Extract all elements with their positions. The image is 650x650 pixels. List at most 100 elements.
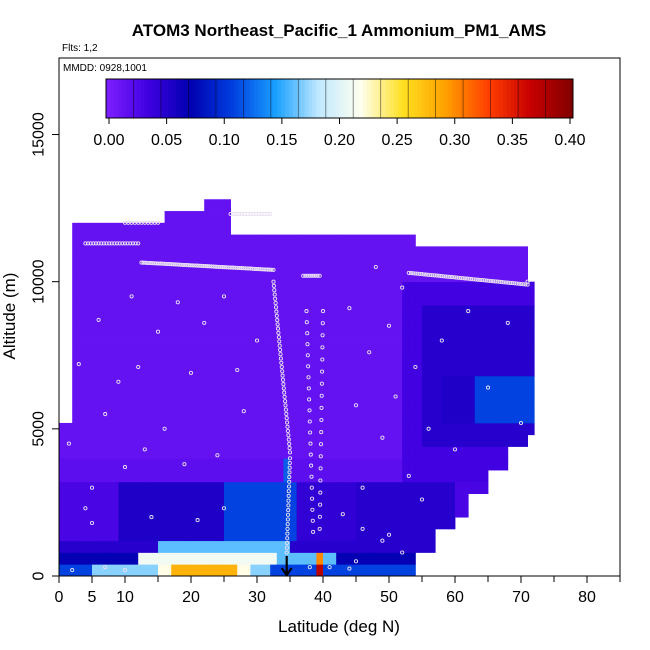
heatmap-cell <box>408 375 416 389</box>
colorbar-segment <box>277 79 282 118</box>
flight-point <box>192 263 197 268</box>
heatmap-cell <box>250 505 258 518</box>
heatmap-cell <box>138 269 146 283</box>
heatmap-cell <box>151 446 159 459</box>
heatmap-cell <box>131 517 139 530</box>
heatmap-cell <box>481 434 489 447</box>
flight-point <box>439 274 444 279</box>
heatmap-cell <box>78 505 86 518</box>
x-axis: 0 5 10 20 30 40 50 60 70 80 <box>55 576 621 606</box>
heatmap-cell <box>474 269 482 283</box>
heatmap-cell <box>468 352 476 365</box>
heatmap-cell <box>422 493 429 506</box>
heatmap-cell <box>501 446 509 459</box>
heatmap-cell <box>342 352 350 365</box>
heatmap-cell <box>435 352 443 365</box>
heatmap-cell <box>309 234 317 247</box>
heatmap-cell <box>276 234 284 247</box>
heatmap-cell <box>283 246 291 259</box>
heatmap-cell <box>527 281 535 294</box>
colorbar-segment <box>164 79 169 118</box>
colorbar-segment <box>211 79 216 118</box>
heatmap-cell <box>375 258 383 271</box>
heatmap-cell <box>329 411 337 424</box>
heatmap-cell <box>184 375 192 389</box>
heatmap-cell <box>177 422 185 436</box>
heatmap-cell <box>329 434 337 447</box>
flight-point <box>207 264 212 269</box>
heatmap-cell <box>210 211 218 224</box>
heatmap-cell <box>349 328 357 341</box>
heatmap-cell <box>125 258 132 271</box>
colorbar-segment <box>234 79 239 118</box>
heatmap-cell <box>204 481 212 494</box>
heatmap-cell <box>441 470 449 483</box>
heatmap-cell <box>144 352 152 365</box>
heatmap-cell <box>501 458 509 471</box>
heatmap-cell <box>171 317 179 330</box>
heatmap-cell <box>389 422 396 436</box>
heatmap-cell <box>144 328 152 341</box>
flight-point <box>133 241 138 246</box>
heatmap-cell <box>125 493 132 506</box>
heatmap-cell <box>210 352 218 365</box>
heatmap-cell <box>92 293 99 306</box>
heatmap-cell <box>59 481 66 494</box>
heatmap-cell <box>85 375 93 389</box>
flight-point <box>152 261 157 266</box>
heatmap-cell <box>151 434 159 447</box>
heatmap-cell <box>105 317 113 330</box>
heatmap-cell <box>316 234 324 247</box>
heatmap-cell <box>184 528 192 542</box>
flight-point <box>347 306 352 311</box>
heatmap-cell <box>72 305 80 318</box>
heatmap-cell <box>461 340 469 353</box>
heatmap-cell <box>250 517 258 530</box>
heatmap-cell <box>171 364 179 377</box>
heatmap-cell <box>375 246 383 259</box>
heatmap-cell <box>151 540 159 553</box>
heatmap-cell <box>243 422 251 436</box>
heatmap-cell <box>243 246 251 259</box>
heatmap-cell <box>356 446 363 459</box>
heatmap-cell <box>514 375 522 389</box>
heatmap-cell <box>158 564 165 576</box>
heatmap-cell <box>184 399 192 412</box>
flight-point <box>449 275 455 280</box>
heatmap-cell <box>151 246 159 259</box>
heatmap-cell <box>98 505 106 518</box>
flight-point <box>408 271 414 276</box>
flight-point <box>485 385 491 390</box>
heatmap-cell <box>92 399 99 412</box>
heatmap-cell <box>455 258 462 271</box>
heatmap-cell <box>276 411 284 424</box>
heatmap-cell <box>164 481 172 494</box>
heatmap-cell <box>402 305 410 318</box>
flight-point <box>426 426 431 431</box>
heatmap-cell <box>138 340 146 353</box>
heatmap-cell <box>138 446 146 459</box>
heatmap-cell <box>488 340 495 353</box>
heatmap-cell <box>204 352 212 365</box>
heatmap-cell <box>415 387 423 400</box>
heatmap-cell <box>316 364 324 377</box>
heatmap-cell <box>303 399 311 412</box>
heatmap-cell <box>455 387 462 400</box>
heatmap-cell <box>257 564 264 576</box>
heatmap-cell <box>461 470 469 483</box>
heatmap-cell <box>217 552 225 565</box>
heatmap-cell <box>171 211 179 224</box>
heatmap-cell <box>177 340 185 353</box>
heatmap-cell <box>85 505 93 518</box>
heatmap-cell <box>448 258 456 271</box>
flight-point <box>180 262 186 267</box>
flight-point <box>285 522 290 527</box>
heatmap-cell <box>92 505 99 518</box>
colorbar-segment <box>390 79 395 118</box>
heatmap-cell <box>402 446 410 459</box>
x-tick-label: 5 <box>88 589 97 606</box>
heatmap-cell <box>369 399 377 412</box>
flight-point <box>286 503 291 508</box>
flight-point <box>318 442 324 447</box>
flight-point <box>101 241 106 246</box>
